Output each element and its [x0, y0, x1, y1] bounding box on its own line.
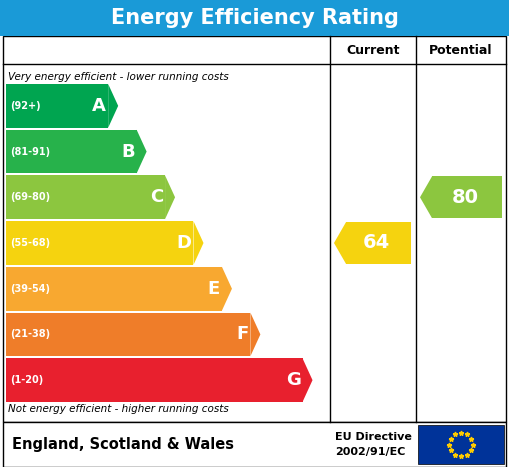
- Text: C: C: [150, 188, 163, 206]
- Bar: [3, 422, 506, 467]
- Bar: [6, 130, 136, 173]
- Text: England, Scotland & Wales: England, Scotland & Wales: [12, 437, 234, 452]
- Polygon shape: [165, 176, 175, 219]
- Text: F: F: [236, 325, 248, 343]
- Text: E: E: [208, 280, 220, 298]
- Text: B: B: [121, 142, 134, 161]
- Bar: [346, 222, 411, 264]
- Bar: [0, 0, 509, 36]
- Text: (81-91): (81-91): [10, 147, 50, 156]
- Polygon shape: [250, 312, 261, 356]
- Polygon shape: [420, 177, 432, 218]
- Text: Energy Efficiency Rating: Energy Efficiency Rating: [110, 8, 399, 28]
- Text: 80: 80: [451, 188, 478, 207]
- Text: Very energy efficient - lower running costs: Very energy efficient - lower running co…: [8, 72, 229, 82]
- Text: (39-54): (39-54): [10, 284, 50, 294]
- Text: (55-68): (55-68): [10, 238, 50, 248]
- Text: D: D: [177, 234, 191, 252]
- Text: Potential: Potential: [429, 43, 493, 57]
- Polygon shape: [302, 358, 313, 402]
- Text: (21-38): (21-38): [10, 329, 50, 340]
- Polygon shape: [136, 130, 147, 173]
- Text: A: A: [92, 97, 106, 115]
- Polygon shape: [222, 267, 232, 311]
- Text: G: G: [286, 371, 300, 389]
- Bar: [3, 36, 506, 422]
- Bar: [418, 425, 504, 464]
- Bar: [6, 312, 250, 356]
- Bar: [6, 176, 165, 219]
- Text: 2002/91/EC: 2002/91/EC: [335, 446, 405, 457]
- Text: Current: Current: [346, 43, 400, 57]
- Text: (1-20): (1-20): [10, 375, 43, 385]
- Bar: [6, 221, 193, 265]
- Polygon shape: [193, 221, 204, 265]
- Text: 64: 64: [363, 234, 390, 253]
- Bar: [6, 358, 302, 402]
- Text: (92+): (92+): [10, 101, 41, 111]
- Polygon shape: [108, 84, 118, 127]
- Bar: [432, 177, 502, 218]
- Text: EU Directive: EU Directive: [335, 432, 412, 443]
- Bar: [6, 84, 108, 127]
- Text: (69-80): (69-80): [10, 192, 50, 202]
- Bar: [6, 267, 222, 311]
- Text: Not energy efficient - higher running costs: Not energy efficient - higher running co…: [8, 404, 229, 414]
- Polygon shape: [334, 222, 346, 264]
